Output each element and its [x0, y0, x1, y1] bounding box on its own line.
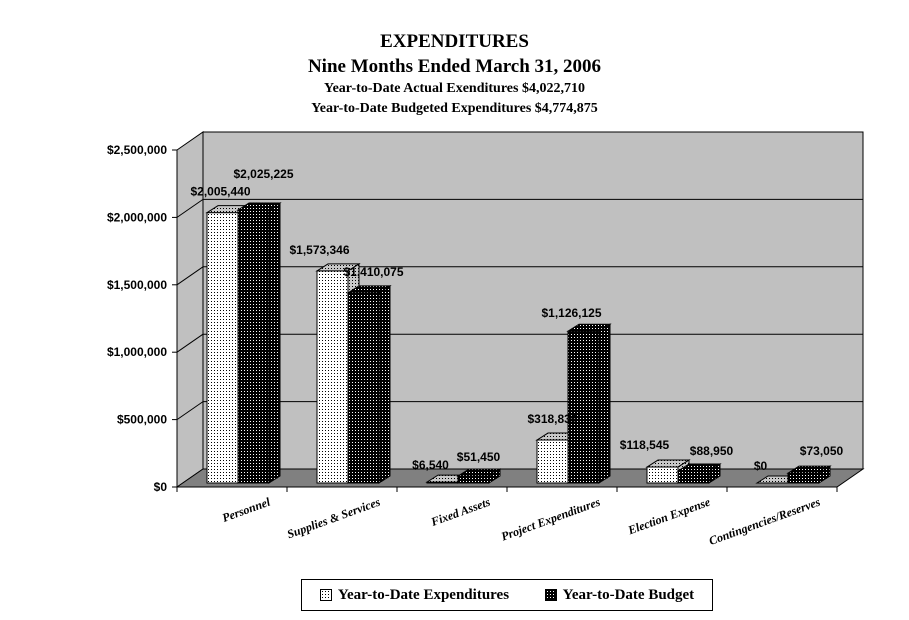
data-label-expenditures: $6,540 [412, 458, 449, 472]
bar-budget [237, 209, 270, 484]
data-label-expenditures: $0 [754, 459, 768, 473]
x-category-label: Supplies & Services [285, 495, 382, 542]
bar-side-budget [708, 463, 721, 484]
bar-side-budget [378, 285, 391, 484]
x-category-label: Contingencies/Reserves [707, 495, 822, 548]
y-tick-label: $2,500,000 [107, 143, 167, 157]
data-label-expenditures: $318,839 [527, 412, 577, 426]
bar-budget [347, 292, 380, 484]
bar-side-budget [598, 323, 611, 484]
bar-side-budget [818, 465, 831, 484]
data-label-budget: $1,410,075 [343, 265, 403, 279]
y-tick-label: $500,000 [117, 413, 167, 427]
x-category-label: Fixed Assets [428, 495, 492, 530]
legend-item-expenditures: Year-to-Date Expenditures [319, 586, 510, 604]
x-category-label: Project Expenditures [499, 495, 602, 544]
x-category-label: Election Expense [625, 494, 712, 537]
bar-side-budget [488, 468, 501, 484]
bar-budget [787, 472, 820, 484]
chart-title: EXPENDITURES [380, 31, 529, 52]
gridline-side [176, 198, 204, 218]
legend-item-budget: Year-to-Date Budget [544, 586, 695, 604]
x-category-label: Personnel [220, 494, 272, 524]
data-label-budget: $51,450 [457, 450, 501, 464]
bar-budget [677, 470, 710, 484]
gridline-side [176, 401, 204, 421]
data-label-budget: $88,950 [690, 444, 734, 458]
y-tick-label: $1,000,000 [107, 345, 167, 359]
legend-swatch-expenditures [319, 589, 332, 601]
data-label-budget: $73,050 [800, 444, 844, 458]
data-label-budget: $2,025,225 [233, 167, 293, 181]
y-tick-label: $2,000,000 [107, 210, 167, 224]
bar-expenditures [646, 466, 679, 484]
data-label-expenditures: $2,005,440 [190, 185, 250, 199]
data-label-budget: $1,126,125 [541, 306, 601, 320]
data-label-expenditures: $1,573,346 [289, 243, 349, 257]
legend-label-budget: Year-to-Date Budget [562, 586, 695, 603]
y-tick-label: $0 [154, 480, 168, 494]
chart-subtitle-budget: Year-to-Date Budgeted Expenditures $4,77… [311, 101, 598, 116]
chart-titles: EXPENDITURES Nine Months Ended March 31,… [0, 30, 909, 119]
gridline-side [176, 266, 204, 286]
bar-expenditures [316, 270, 349, 484]
y-tick-label: $1,500,000 [107, 278, 167, 292]
chart-subtitle: Nine Months Ended March 31, 2006 [307, 56, 602, 77]
gridline-side [176, 333, 204, 353]
bar-budget [457, 475, 490, 484]
bar-expenditures [206, 212, 239, 484]
legend-swatch-budget [544, 589, 557, 601]
bar-budget [567, 330, 600, 484]
bar-side-budget [268, 202, 281, 484]
legend-label-expenditures: Year-to-Date Expenditures [337, 586, 510, 603]
data-label-expenditures: $118,545 [620, 438, 670, 452]
legend: Year-to-Date Expenditures Year-to-Date B… [301, 579, 713, 611]
chart-subtitle-actual: Year-to-Date Actual Exenditures $4,022,7… [324, 81, 585, 96]
bar-expenditures [536, 439, 569, 484]
